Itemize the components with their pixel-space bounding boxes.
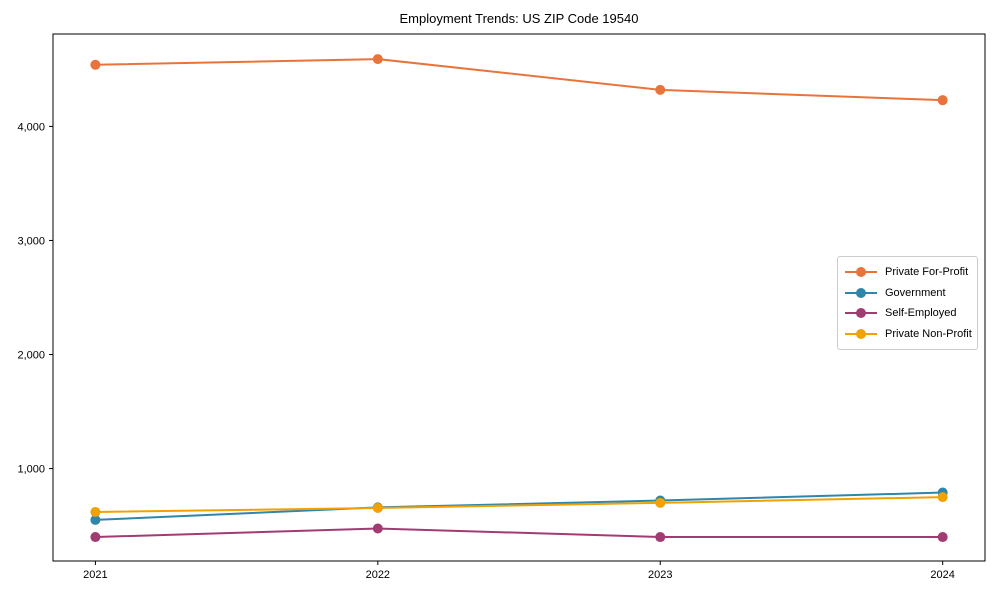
y-tick-label: 3,000: [17, 235, 45, 247]
legend-label: Private Non-Profit: [885, 327, 972, 340]
legend-marker-icon: [845, 308, 877, 319]
y-tick-label: 2,000: [17, 350, 45, 362]
data-point-private-for-profit: [937, 95, 948, 106]
legend-marker-icon: [845, 287, 877, 298]
data-point-private-for-profit: [90, 59, 101, 70]
legend-item: Self-Employed: [844, 303, 969, 324]
x-tick-label: 2023: [648, 569, 672, 581]
x-tick-label: 2021: [83, 569, 107, 581]
legend: Private For-Profit Government Self-Employe…: [837, 256, 978, 350]
data-point-self-employed: [937, 532, 948, 543]
chart-title: Employment Trends: US ZIP Code 19540: [399, 11, 639, 26]
legend-label: Self-Employed: [885, 307, 957, 320]
y-tick-label: 1,000: [17, 464, 45, 476]
data-point-private-non-profit: [372, 502, 383, 513]
legend-marker-icon: [845, 267, 877, 278]
series-line-self-employed: [95, 527, 943, 539]
series-line-private-non-profit: [95, 496, 943, 513]
legend-marker-icon: [845, 328, 877, 339]
y-tick-label: 4,000: [17, 121, 45, 133]
x-tick-label: 2024: [930, 569, 954, 581]
data-point-private-non-profit: [937, 492, 948, 503]
x-tick-label: 2022: [366, 569, 390, 581]
legend-item: Private For-Profit: [844, 262, 969, 283]
data-point-government: [90, 514, 101, 525]
data-point-self-employed: [655, 532, 666, 543]
data-point-private-for-profit: [372, 54, 383, 65]
axes-frame: [52, 33, 986, 562]
legend-item: Private Non-Profit: [844, 324, 972, 345]
legend-label: Private For-Profit: [885, 266, 969, 279]
data-point-private-non-profit: [90, 506, 101, 517]
series-line-private-for-profit: [95, 58, 943, 102]
series-line-government: [95, 491, 943, 521]
legend-item: Government: [844, 283, 969, 304]
legend-label: Government: [885, 286, 946, 299]
data-point-self-employed: [372, 523, 383, 534]
data-point-private-for-profit: [655, 84, 666, 95]
data-point-self-employed: [90, 532, 101, 543]
data-point-private-non-profit: [655, 497, 666, 508]
